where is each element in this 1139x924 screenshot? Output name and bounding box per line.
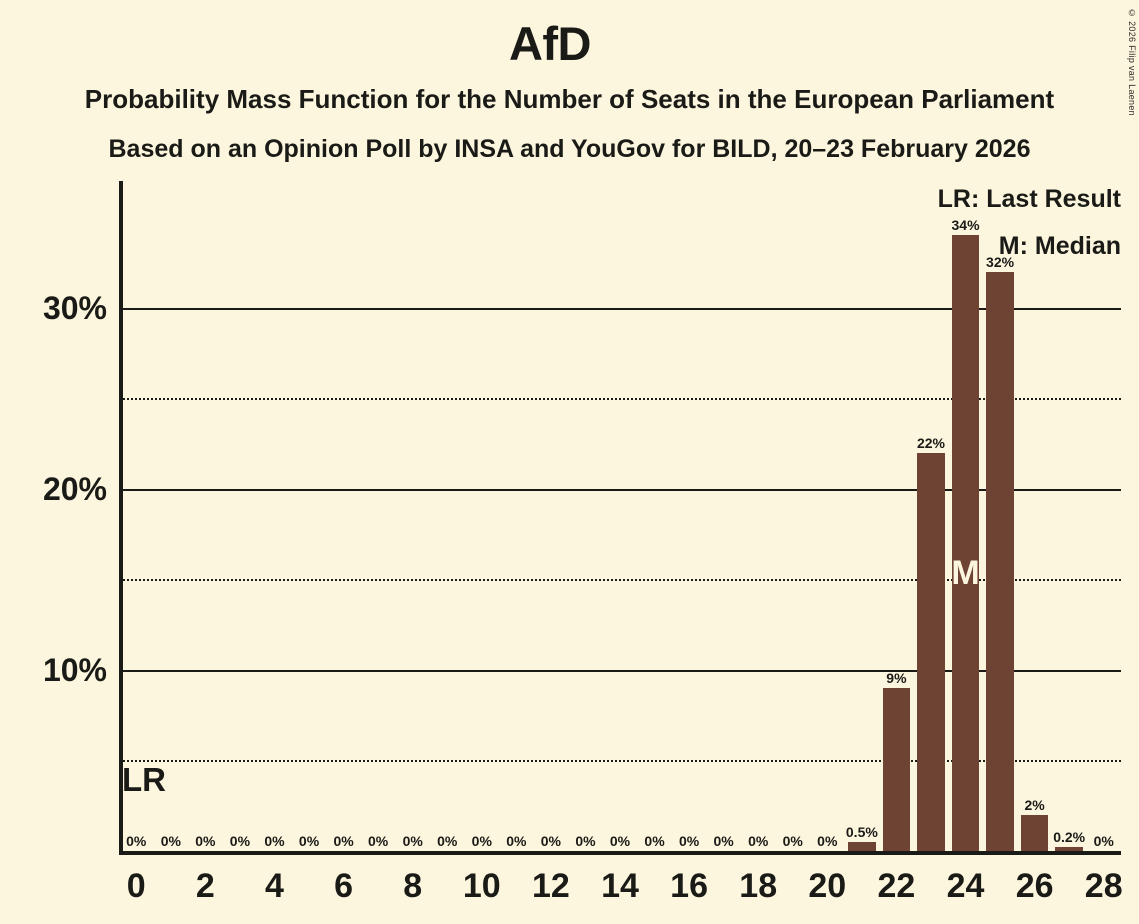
- x-axis-tick-label: 2: [195, 867, 215, 905]
- legend-last-result: LR: Last Result: [937, 185, 1121, 213]
- y-axis-tick-label: 10%: [42, 651, 107, 688]
- x-axis-tick-label: 8: [403, 867, 423, 905]
- bar-value-label: 2%: [1024, 796, 1045, 813]
- y-axis-tick-label: 30%: [42, 289, 107, 326]
- bar-value-label: 22%: [916, 434, 945, 451]
- bar-value-label: 0%: [333, 833, 354, 849]
- bar-value-label: 9%: [886, 670, 907, 687]
- y-axis-line: [119, 181, 123, 851]
- bar-value-label: 0%: [229, 833, 251, 849]
- bar: [882, 688, 911, 851]
- bar-value-label: 32%: [986, 253, 1015, 270]
- bar-value-label: 0%: [298, 833, 320, 849]
- x-axis-tick-label: 22: [877, 867, 916, 905]
- gridline-minor: [119, 579, 1121, 582]
- bar: [1055, 847, 1083, 851]
- bar-value-label: 0.5%: [845, 823, 878, 840]
- bar-value-label: 0%: [1093, 833, 1114, 849]
- bar-value-label: 0%: [264, 833, 285, 849]
- bar: [1020, 814, 1049, 851]
- gridline-minor: [119, 760, 1121, 763]
- x-axis-tick-label: 24: [946, 867, 985, 905]
- x-axis-tick-label: 12: [531, 867, 570, 905]
- bar-value-label: 0%: [782, 833, 803, 849]
- bar-value-label: 0%: [713, 833, 734, 849]
- bar-value-label: 0%: [748, 833, 769, 849]
- bar: [951, 235, 980, 851]
- x-axis-tick-label: 4: [265, 867, 284, 905]
- x-axis-tick-label: 28: [1084, 867, 1123, 905]
- bar-value-label: 0%: [437, 833, 458, 849]
- x-axis-tick-label: 10: [462, 867, 501, 905]
- bar-value-label: 0%: [540, 833, 562, 849]
- bar-value-label: 0%: [817, 833, 838, 849]
- chart-subtitle-line2: Based on an Opinion Poll by INSA and You…: [108, 135, 1031, 163]
- x-axis-tick-label: 26: [1015, 867, 1054, 905]
- page-title: AfD: [508, 17, 592, 70]
- bar-value-label: 0%: [126, 833, 147, 849]
- chart-subtitle-line1: Probability Mass Function for the Number…: [84, 84, 1055, 114]
- gridline-major: [119, 488, 1121, 491]
- x-axis-tick-label: 14: [601, 867, 639, 905]
- bar-value-label: 0.2%: [1053, 829, 1086, 846]
- bar-value-label: 0%: [644, 833, 665, 849]
- bar-value-label: 0%: [609, 833, 631, 849]
- bar-value-label: 0%: [678, 833, 700, 849]
- bar-value-label: 0%: [471, 833, 492, 849]
- bar-value-label: 34%: [951, 217, 980, 234]
- bar-value-label: 0%: [575, 833, 596, 849]
- x-axis-tick-label: 6: [334, 867, 354, 905]
- bar: [848, 841, 876, 851]
- plot-area: 10% 20% 30% 0% 0% 0% 0% 0% 0% 0% 0% 0% 0% 0% 0% 0% 0% 0%…: [43, 181, 1123, 903]
- bar-value-label: 0%: [402, 833, 423, 849]
- bar: [917, 452, 945, 851]
- copyright-notice: © 2026 Filip van Laenen: [1127, 8, 1137, 116]
- y-axis-tick-label: 20%: [42, 470, 107, 507]
- bar-value-label: 0%: [506, 833, 527, 849]
- last-result-marker: LR: [122, 761, 166, 799]
- gridline-major: [119, 307, 1121, 310]
- x-axis-line: [119, 851, 1121, 855]
- bar: [986, 271, 1014, 851]
- x-axis-tick-label: 20: [808, 867, 847, 905]
- median-marker: M: [951, 553, 980, 592]
- bar-value-label: 0%: [368, 833, 389, 849]
- x-axis-tick-label: 18: [739, 867, 778, 905]
- bar-value-label: 0%: [160, 833, 181, 849]
- legend-median: M: Median: [998, 232, 1121, 260]
- x-axis-tick-label: 0: [126, 867, 146, 905]
- x-axis-tick-label: 16: [670, 867, 709, 905]
- gridline-major: [119, 669, 1121, 672]
- bar-value-label: 0%: [195, 833, 216, 849]
- gridline-minor: [119, 398, 1121, 401]
